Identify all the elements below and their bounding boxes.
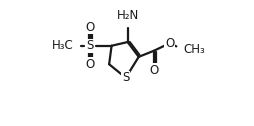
Text: H₃C: H₃C [52, 39, 73, 52]
Text: O: O [165, 37, 174, 50]
Text: CH₃: CH₃ [183, 43, 205, 56]
Text: O: O [85, 58, 95, 71]
Text: S: S [122, 71, 130, 84]
Text: S: S [86, 39, 94, 52]
Text: H₂N: H₂N [117, 9, 139, 22]
Text: O: O [85, 21, 95, 34]
Text: O: O [150, 64, 159, 77]
